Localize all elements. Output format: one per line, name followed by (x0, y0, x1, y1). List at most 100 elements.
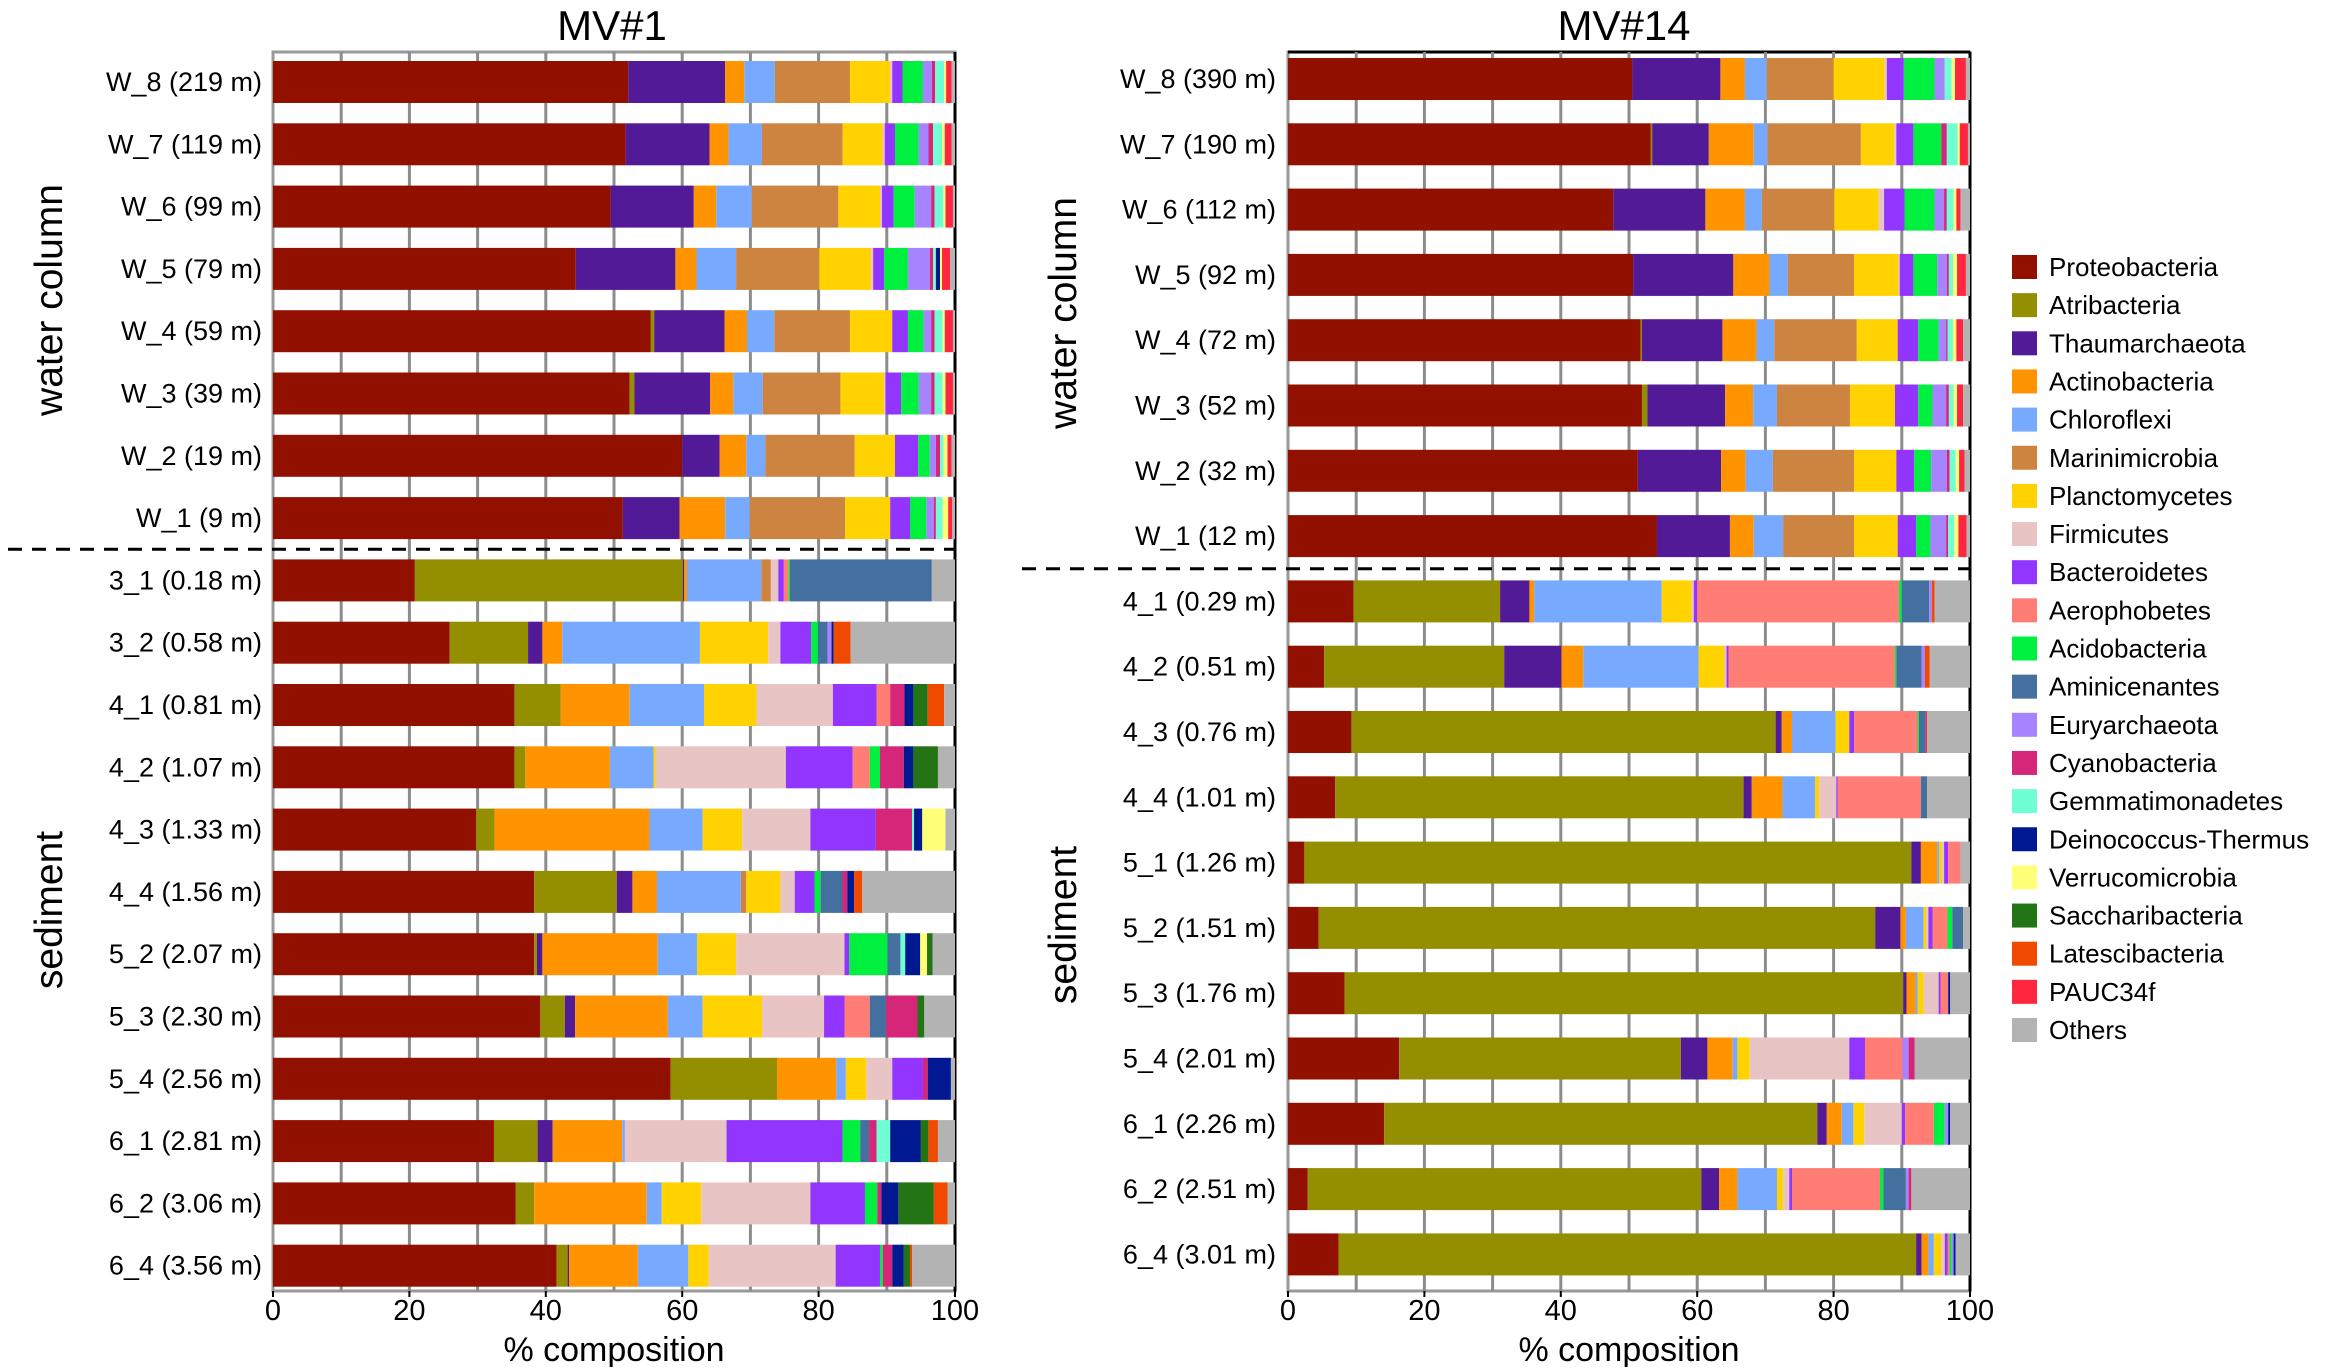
bar-segment-proteobacteria (1288, 776, 1336, 819)
bar-segment-proteobacteria (273, 559, 415, 602)
bar-segment-acidobacteria (811, 621, 818, 664)
bar-segment-cyanobacteria (1946, 253, 1949, 296)
bar-segment-bacteroidetes (882, 185, 894, 228)
bar-segment-chloroflexi (716, 185, 752, 228)
bar-segment-pauc34f (1957, 253, 1966, 296)
bar-segment-gemmatimonadetes (1947, 319, 1953, 362)
bar-segment-acidobacteria (1894, 645, 1897, 688)
bar-segment-acidobacteria (1899, 580, 1902, 623)
legend-label: Saccharibacteria (2049, 901, 2243, 931)
bar-4_3 (273, 808, 955, 851)
legend-item: PAUC34f (2012, 977, 2156, 1007)
bar-segment-others (1927, 711, 1970, 753)
bar-segment-euryarchaeota (922, 61, 932, 103)
bar-segment-acidobacteria (879, 1244, 883, 1287)
legend-item: Cyanobacteria (2012, 748, 2217, 778)
group-label-water-column: water column (1042, 197, 1085, 430)
bar-segment-proteobacteria (1288, 711, 1352, 753)
bar-segment-pauc34f (945, 185, 953, 228)
bar-segment-planctomycetes (1854, 449, 1897, 492)
bar-segment-cyanobacteria (929, 247, 934, 290)
bar-segment-aminicenantes (817, 621, 828, 664)
bar-W_3 (1288, 384, 1970, 427)
bar-segment-proteobacteria (273, 684, 515, 726)
bar-segment-proteobacteria (273, 1057, 671, 1100)
sample-label: 5_3 (2.30 m) (109, 1002, 262, 1032)
bar-segment-atribacteria (1640, 319, 1642, 362)
bar-segment-aerophobetes (1728, 645, 1895, 688)
bar-segment-euryarchaeota (1931, 449, 1947, 492)
bar-segment-cyanobacteria (869, 1120, 877, 1163)
bar-segment-verrucomicrobia (1952, 319, 1957, 362)
bar-segment-acidobacteria (864, 1182, 878, 1225)
bar-segment-pauc34f (1958, 515, 1967, 558)
bar-segment-verrucomicrobia (1953, 188, 1957, 231)
legend-swatch (2012, 560, 2037, 585)
bar-segment-cyanobacteria (1908, 1168, 1912, 1211)
bar-segment-planctomycetes (661, 1182, 702, 1225)
bar-segment-aminicenantes (869, 995, 887, 1038)
bar-segment-thaumarchaeota (1817, 1102, 1827, 1145)
bar-segment-firmicutes (756, 684, 833, 726)
legend-swatch (2012, 407, 2037, 432)
bar-segment-gemmatimonadetes (1948, 253, 1953, 296)
bar-segment-chloroflexi (1583, 645, 1699, 688)
legend-item: Actinobacteria (2012, 366, 2214, 396)
legend: Proteobacteria Atribacteria Thaumarchaeota… (2012, 252, 2309, 1045)
bar-segment-proteobacteria (1288, 319, 1641, 362)
bar-segment-deinococcus-thermus (905, 933, 921, 976)
bar-segment-thaumarchaeota (682, 559, 685, 602)
bar-segment-others (1964, 449, 1970, 492)
x-tick-label: 60 (1681, 1295, 1713, 1327)
bar-segment-chloroflexi (562, 621, 700, 664)
bar-segment-aerophobetes (1854, 711, 1918, 753)
panel-mv1: MV#1 W_8 (219 m) W_7 (119 m) W_6 (99 m) W_5 … (8, 2, 979, 1369)
bar-segment-others (950, 1057, 955, 1100)
bar-segment-marinimicrobia (762, 372, 841, 415)
bar-segment-cyanobacteria (1908, 1037, 1915, 1080)
legend-swatch (2012, 789, 2037, 814)
bar-segment-planctomycetes (849, 310, 893, 353)
bar-segment-marinimicrobia (761, 123, 843, 166)
legend-item: Marinimicrobia (2012, 443, 2219, 473)
bar-segment-planctomycetes (1661, 580, 1692, 623)
bar-segment-bacteroidetes (1886, 58, 1904, 100)
bar-segment-planctomycetes (838, 185, 880, 228)
bar-segment-firmicutes (1926, 906, 1929, 949)
bar-segment-atribacteria (1344, 972, 1904, 1015)
bar-segment-gemmatimonadetes (912, 808, 915, 851)
bar-segment-cyanobacteria (842, 870, 848, 913)
bar-segment-marinimicrobia (761, 559, 771, 602)
bar-segment-pauc34f (947, 434, 952, 477)
bar-segment-planctomycetes (1923, 906, 1927, 949)
bar-segment-bacteroidetes (1849, 711, 1855, 753)
bar-segment-euryarchaeota (929, 434, 936, 477)
bar-segment-saccharibacteria (927, 933, 933, 976)
bar-segment-atribacteria (1353, 580, 1501, 623)
bar-segment-bacteroidetes (778, 559, 784, 602)
x-tick-label: 100 (931, 1295, 979, 1327)
sample-label: 4_2 (1.07 m) (109, 752, 262, 782)
bar-segment-chloroflexi (1937, 841, 1940, 884)
sample-label: 5_3 (1.76 m) (1123, 978, 1276, 1008)
bar-segment-gemmatimonadetes (934, 372, 943, 415)
bar-segment-chloroflexi (1534, 580, 1662, 623)
bar-segment-firmicutes (1898, 253, 1900, 296)
bar-segment-bacteroidetes (844, 933, 850, 976)
sample-label: 4_3 (0.76 m) (1123, 717, 1276, 747)
bar-segment-bacteroidetes (892, 1057, 923, 1100)
bar-segment-thaumarchaeota (1613, 188, 1706, 231)
legend-label: Atribacteria (2049, 290, 2181, 320)
bar-segment-marinimicrobia (1774, 319, 1857, 362)
sample-label: W_8 (390 m) (1120, 64, 1276, 94)
bar-segment-gemmatimonadetes (1948, 515, 1955, 558)
bar-segment-aminicenantes (820, 870, 843, 913)
bar-segment-others (1955, 1233, 1970, 1276)
bar-W_8 (1288, 58, 1970, 100)
bar-segment-euryarchaeota (1934, 188, 1945, 231)
bar-segment-atribacteria (629, 372, 635, 415)
bar-W_6 (1288, 188, 1970, 231)
bar-segment-thaumarchaeota (1775, 711, 1782, 753)
bar-segment-chloroflexi (744, 61, 775, 103)
bar-segment-acidobacteria (1918, 384, 1933, 427)
